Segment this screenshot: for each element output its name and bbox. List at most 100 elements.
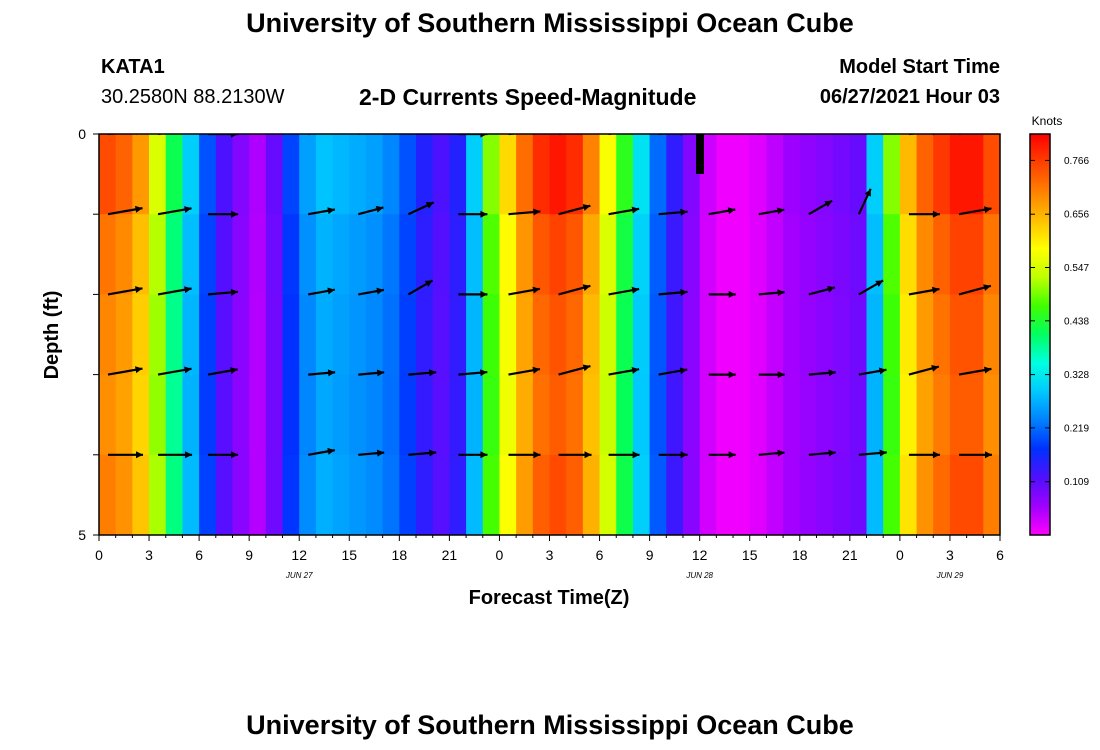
heatmap-cell [716, 294, 734, 376]
vector-head [231, 451, 239, 459]
heatmap-cell [582, 374, 601, 456]
heatmap-cell [666, 454, 684, 535]
heatmap-cell [783, 214, 801, 295]
heatmap-cell [632, 294, 651, 376]
vector-head [879, 449, 887, 457]
heatmap-cell [1000, 455, 1017, 536]
x-tick-label: 3 [546, 547, 554, 563]
heatmap-cell [532, 134, 551, 215]
vector-shaft [608, 134, 615, 136]
vector-head [376, 449, 385, 457]
heatmap-cell [132, 214, 150, 295]
vector-head [327, 369, 336, 377]
vector-head [184, 206, 192, 213]
heatmap-cell [799, 134, 818, 215]
heatmap-cell [249, 454, 267, 535]
heatmap-cell [299, 134, 317, 215]
heatmap-cell [766, 454, 784, 535]
heatmap-cell [766, 294, 784, 376]
heatmap-cell [599, 214, 617, 295]
vector-head [327, 125, 335, 132]
heatmap-cell [699, 454, 717, 535]
heatmap-cell [933, 294, 951, 376]
heatmap-cell [566, 214, 584, 295]
heatmap-cell [833, 294, 851, 376]
vector-head [136, 451, 144, 459]
heatmap-cell [916, 214, 934, 295]
x-tick-label: 15 [742, 547, 758, 563]
vector-head [376, 369, 385, 377]
heatmap-cell [332, 374, 350, 456]
heatmap-cell [733, 374, 751, 456]
vector-head [184, 286, 192, 294]
heatmap-cell [482, 454, 501, 535]
heatmap-cell [983, 454, 1000, 535]
vector-shaft [708, 134, 712, 136]
heatmap-cell [432, 454, 450, 535]
heatmap-cell [299, 454, 317, 535]
heatmap-cell [299, 214, 317, 295]
heatmap-cell [315, 454, 334, 535]
x-tick-label: 0 [896, 547, 904, 563]
heatmap-cell [199, 294, 217, 376]
x-axis: 0 3 6 9 12 15 18 21 0 3 6 9 12 15 18 21 0 3 6 JUN 27 JUN 28 J… [95, 535, 1004, 580]
heatmap-cell [866, 454, 884, 535]
vector-head [680, 288, 688, 296]
heatmap-cell [249, 214, 267, 295]
x-tick-label: 21 [842, 547, 858, 563]
heatmap-cell [332, 454, 350, 535]
vector-head [680, 451, 688, 459]
heatmap-cell [265, 134, 284, 215]
heatmap-cell [232, 214, 250, 295]
heatmap-cell [1000, 134, 1017, 215]
heatmap-cell [899, 294, 918, 376]
vector-head [728, 290, 736, 298]
heatmap-cell [182, 454, 200, 535]
heatmap-cell [199, 374, 217, 456]
vector-head [327, 447, 335, 455]
heatmap-cell [382, 454, 400, 535]
heatmap-cell [632, 134, 651, 215]
heatmap-cell [499, 134, 517, 215]
colorbar-tick-label: 0.219 [1064, 423, 1089, 434]
heatmap-cell [682, 454, 701, 535]
date-label: JUN 29 [936, 571, 964, 580]
vector-head [631, 206, 640, 214]
heatmap-cell [282, 454, 300, 535]
heatmap-cell [149, 374, 167, 456]
heatmap-cell [282, 134, 300, 215]
heatmap-cell [549, 374, 567, 456]
heatmap-cell [632, 454, 651, 535]
heatmap-cell [783, 454, 801, 535]
x-tick-label: 6 [195, 547, 203, 563]
heatmap-cell [749, 454, 768, 535]
vector-head [631, 286, 640, 294]
heatmap-cell [783, 294, 801, 376]
heatmap-cell [115, 294, 133, 376]
heatmap-cell [516, 134, 534, 215]
vector-head [827, 285, 835, 293]
vector-shaft [808, 134, 811, 135]
heatmap-cell [265, 294, 284, 376]
vector-head [533, 451, 541, 459]
x-axis-label: Forecast Time(Z) [469, 587, 630, 609]
heatmap-cell [816, 374, 834, 456]
vector-head [480, 369, 488, 377]
vector-head [632, 451, 640, 459]
heatmap-cell [516, 454, 534, 535]
heatmap-cell [549, 454, 567, 535]
heatmap-cell [165, 454, 184, 535]
heatmap-cell [849, 134, 868, 215]
heatmap-cell [365, 454, 384, 535]
x-tick-label: 3 [946, 547, 954, 563]
vector-head [824, 200, 833, 208]
vector-head [777, 449, 785, 457]
heatmap-cell [866, 134, 884, 215]
heatmap-cell [466, 454, 484, 535]
heatmap-cell [549, 134, 567, 215]
heatmap-cell [182, 214, 200, 295]
current-time-marker [696, 134, 704, 174]
heatmap-cell [883, 294, 901, 376]
vector-head [680, 208, 688, 216]
heatmap-cell [566, 374, 584, 456]
